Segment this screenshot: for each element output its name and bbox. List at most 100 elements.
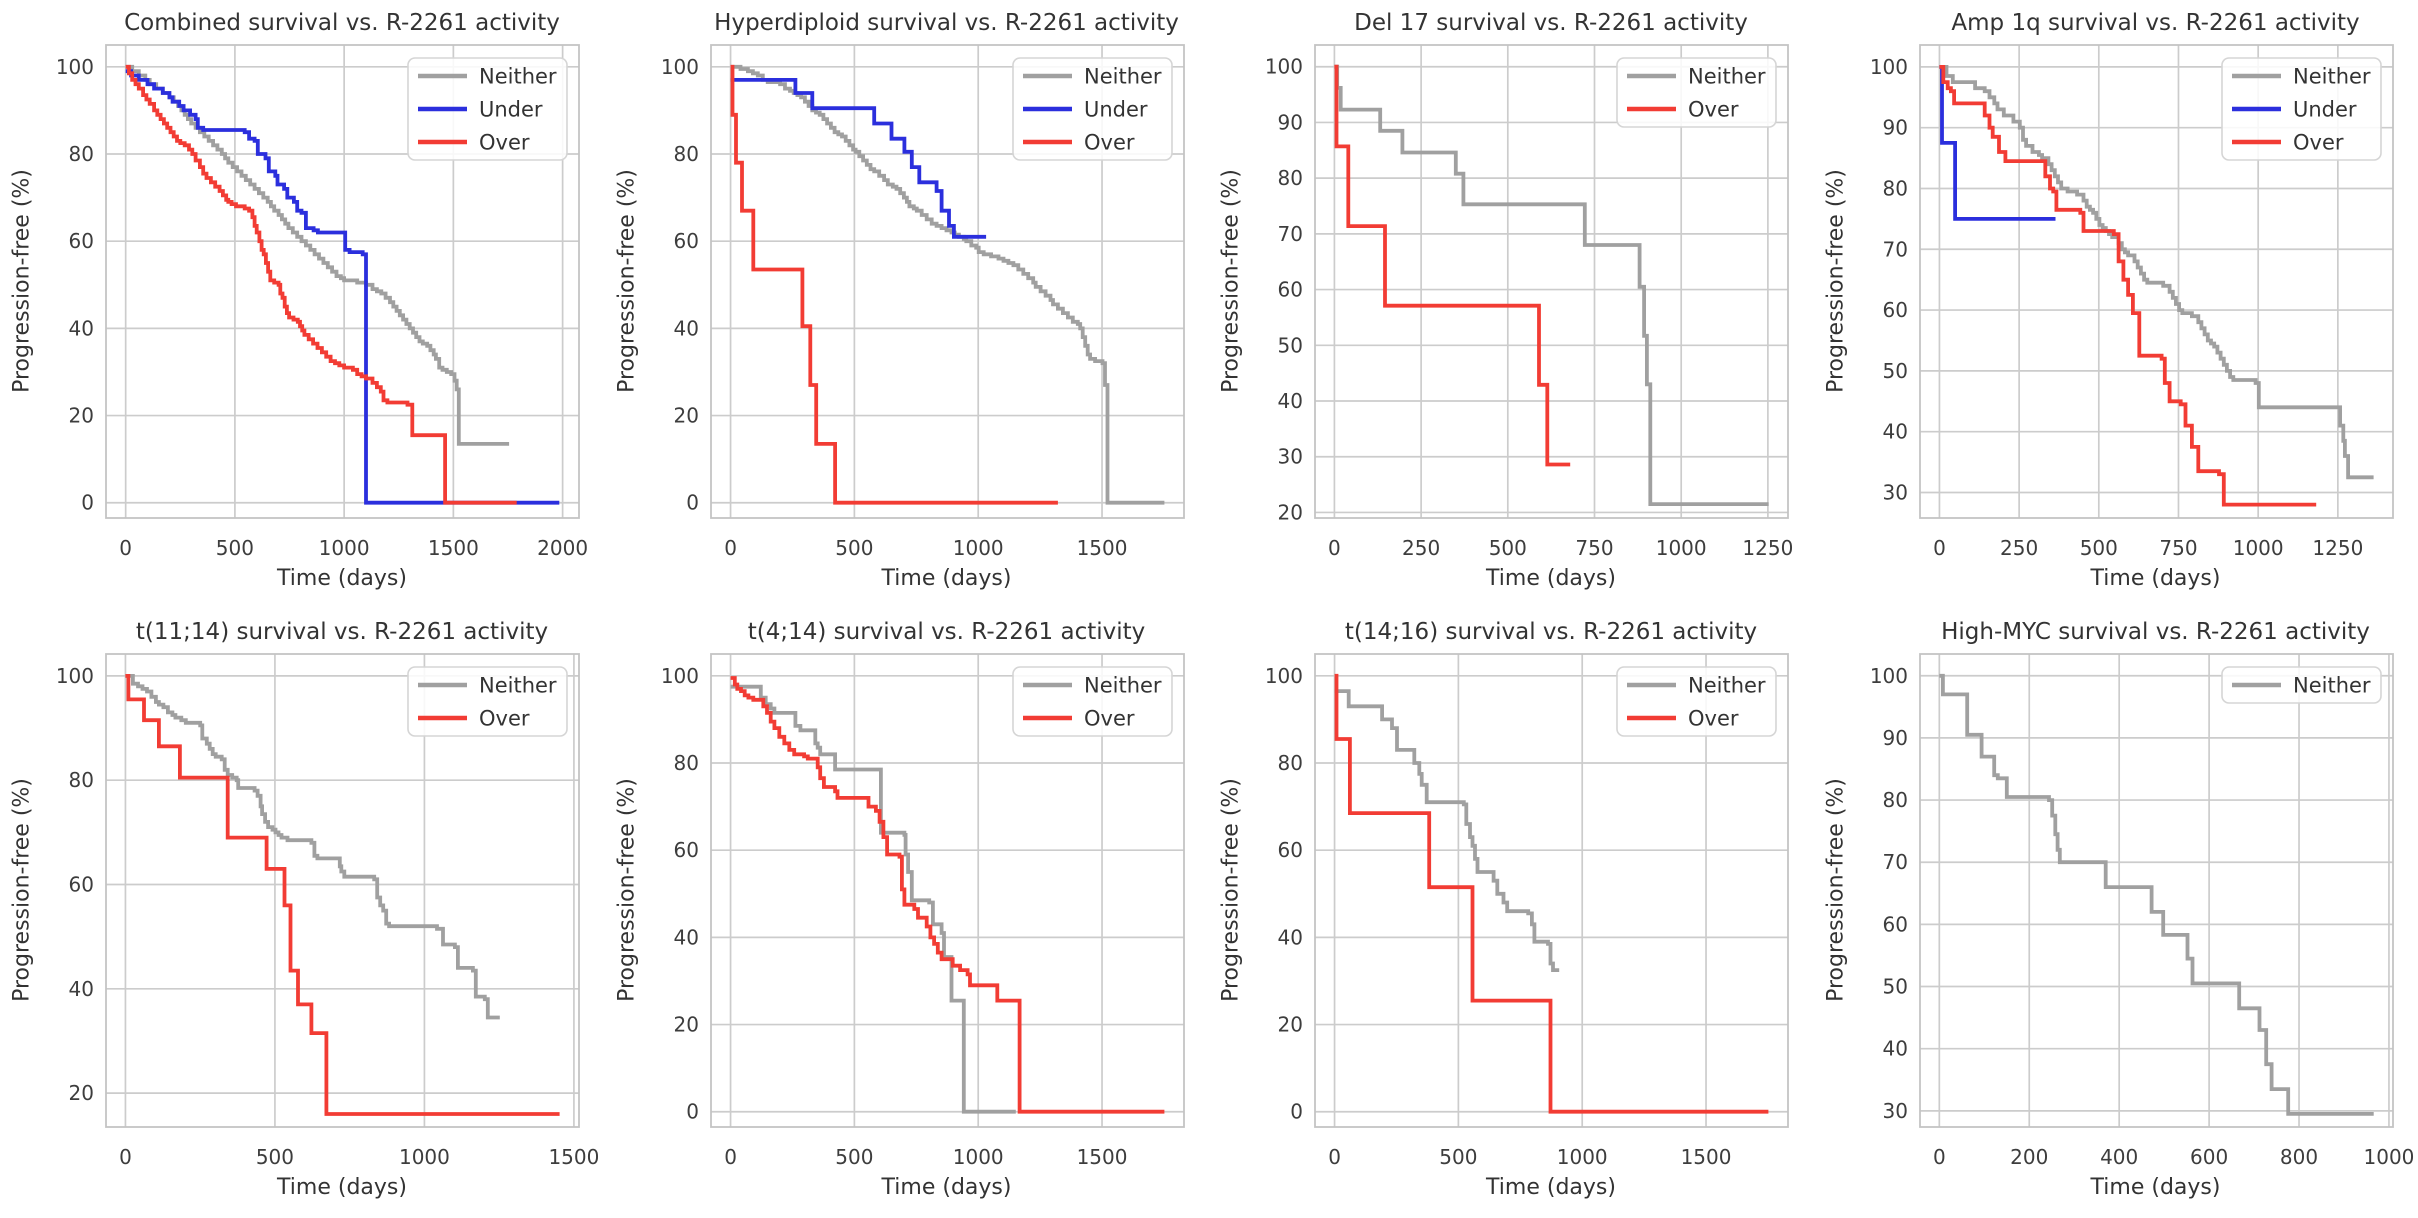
axes-spines [105, 44, 580, 519]
y-tick-label: 40 [673, 925, 698, 949]
plot-area: 0 500 1000 1500 0 20 40 60 80 100 Neither Over [660, 653, 1185, 1169]
x-tick-label: 200 [2010, 1145, 2048, 1169]
y-tick-label: 80 [673, 142, 698, 166]
x-tick-label: 1000 [2232, 536, 2283, 560]
x-tick-label: 250 [1402, 536, 1440, 560]
series-neither-line [730, 684, 1016, 1114]
subplot-t4-14: t(4;14) survival vs. R-2261 activity Pro… [605, 609, 1210, 1218]
legend-label-neither: Neither [479, 674, 557, 698]
series-neither-line [1938, 65, 2374, 480]
chart-title: Hyperdiploid survival vs. R-2261 activit… [714, 10, 1179, 36]
chart-title: t(4;14) survival vs. R-2261 activity [747, 619, 1146, 645]
legend-label-over: Over [479, 707, 530, 731]
y-tick-label: 20 [1278, 500, 1303, 524]
subplot-combined: Combined survival vs. R-2261 activity Pr… [0, 0, 605, 609]
x-tick-label: 1000 [2363, 1145, 2414, 1169]
x-tick-label: 800 [2279, 1145, 2317, 1169]
y-tick-label: 0 [81, 491, 94, 515]
chart-title: Combined survival vs. R-2261 activity [124, 10, 560, 36]
y-tick-label: 80 [673, 751, 698, 775]
x-tick-label: 0 [1328, 536, 1341, 560]
series-neither-line [1334, 689, 1560, 972]
series-neither-line [125, 674, 500, 1020]
y-tick-label: 60 [673, 838, 698, 862]
y-tick-label: 60 [1278, 838, 1303, 862]
x-tick-label: 1500 [548, 1145, 599, 1169]
series-neither-line [125, 64, 510, 446]
x-tick-label: 500 [835, 1145, 873, 1169]
y-tick-label: 30 [1882, 480, 1907, 504]
y-tick-label: 60 [69, 873, 94, 897]
legend-label-under: Under [2293, 98, 2357, 122]
subplot-highmyc: High-MYC survival vs. R-2261 activity Pr… [1814, 609, 2418, 1218]
chart-title: Amp 1q survival vs. R-2261 activity [1951, 10, 2360, 36]
legend-label-neither: Neither [1084, 65, 1162, 89]
y-tick-label: 40 [1882, 1037, 1907, 1061]
y-tick-label: 40 [1882, 420, 1907, 444]
x-axis-label: Time (days) [2090, 1175, 2221, 1200]
subplot-hyperdiploid: Hyperdiploid survival vs. R-2261 activit… [605, 0, 1210, 609]
y-tick-label: 60 [1882, 912, 1907, 936]
x-tick-label: 1000 [1656, 536, 1707, 560]
y-tick-label: 100 [660, 664, 698, 688]
x-tick-label: 1250 [1742, 536, 1793, 560]
y-tick-label: 100 [56, 55, 94, 79]
chart-title: Del 17 survival vs. R-2261 activity [1354, 10, 1748, 36]
legend-label-over: Over [2293, 131, 2344, 155]
y-tick-label: 80 [1882, 176, 1907, 200]
y-tick-label: 100 [1869, 55, 1907, 79]
y-tick-label: 100 [660, 55, 698, 79]
x-tick-label: 500 [1439, 1145, 1477, 1169]
y-tick-label: 20 [69, 1081, 94, 1105]
plot-area: 0 250 500 750 1000 1250 20 30 40 50 60 70 80 90 100 Nei… [1265, 44, 1793, 560]
series-under-line [730, 78, 986, 239]
x-tick-label: 1000 [1557, 1145, 1608, 1169]
y-tick-label: 90 [1882, 116, 1907, 140]
y-tick-label: 100 [1265, 55, 1303, 79]
chart-title: High-MYC survival vs. R-2261 activity [1941, 619, 2370, 645]
y-tick-label: 60 [1278, 278, 1303, 302]
legend-label-neither: Neither [479, 65, 557, 89]
y-tick-label: 80 [1882, 788, 1907, 812]
legend-label-over: Over [1084, 131, 1135, 155]
x-axis-label: Time (days) [1486, 566, 1616, 591]
y-tick-label: 20 [69, 404, 94, 428]
y-tick-label: 100 [1265, 664, 1303, 688]
x-tick-label: 1500 [1076, 1145, 1127, 1169]
legend-label-neither: Neither [1688, 674, 1766, 698]
x-axis-label: Time (days) [1486, 1175, 1616, 1200]
y-tick-label: 40 [1278, 389, 1303, 413]
y-tick-label: 90 [1882, 726, 1907, 750]
series-over-line [1334, 673, 1769, 1114]
y-tick-label: 70 [1882, 850, 1907, 874]
legend-label-over: Over [1084, 707, 1135, 731]
y-tick-label: 80 [69, 768, 94, 792]
y-tick-label: 40 [69, 316, 94, 340]
y-tick-label: 100 [1869, 664, 1907, 688]
x-tick-label: 1250 [2312, 536, 2363, 560]
y-tick-label: 0 [686, 491, 699, 515]
x-tick-label: 2000 [537, 536, 588, 560]
legend-label-over: Over [479, 131, 530, 155]
series-over-line [1334, 64, 1571, 467]
y-tick-label: 50 [1278, 333, 1303, 357]
chart-title: t(14;16) survival vs. R-2261 activity [1344, 619, 1758, 645]
legend-label-neither: Neither [1688, 65, 1766, 89]
y-tick-label: 30 [1882, 1099, 1907, 1123]
series-neither-line [1334, 64, 1769, 506]
x-tick-label: 250 [2000, 536, 2038, 560]
series-under-line [125, 69, 560, 505]
y-tick-label: 0 [686, 1100, 699, 1124]
x-tick-label: 750 [2159, 536, 2197, 560]
x-tick-label: 500 [835, 536, 873, 560]
y-tick-label: 60 [1882, 298, 1907, 322]
x-axis-label: Time (days) [881, 566, 1012, 591]
x-tick-label: 500 [1489, 536, 1527, 560]
y-tick-label: 70 [1278, 222, 1303, 246]
legend-label-neither: Neither [2293, 65, 2371, 89]
x-axis-label: Time (days) [881, 1175, 1012, 1200]
chart-title: t(11;14) survival vs. R-2261 activity [135, 619, 549, 645]
axes-spines [1918, 44, 2394, 519]
x-tick-label: 1000 [952, 536, 1003, 560]
